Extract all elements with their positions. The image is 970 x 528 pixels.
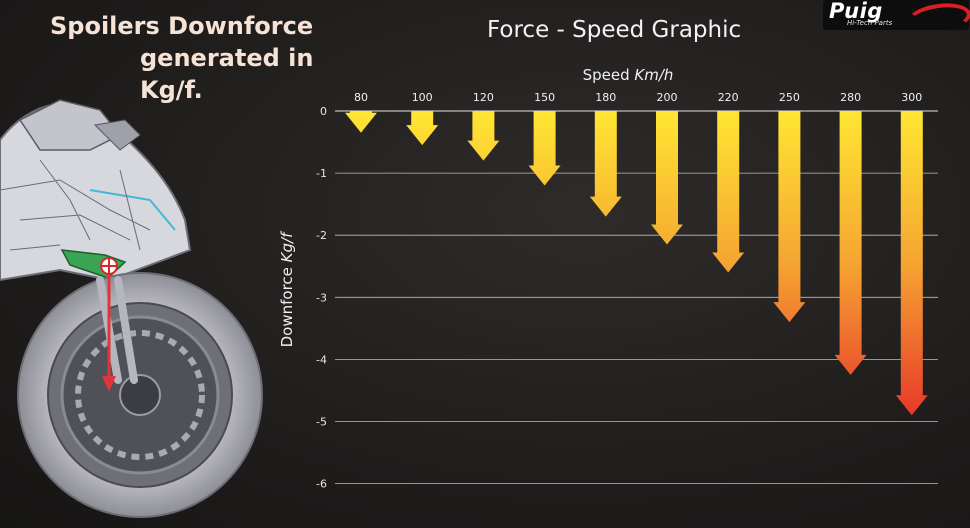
y-tick-label: -1 xyxy=(316,167,327,180)
x-tick-label: 120 xyxy=(473,91,494,104)
x-tick-label: 280 xyxy=(840,91,861,104)
headline-line-1: Spoilers Downforce xyxy=(50,12,314,40)
logo-brand-text: Puig xyxy=(829,0,883,23)
motorcycle-illustration xyxy=(0,99,263,518)
downforce-arrow-150 xyxy=(528,111,561,186)
downforce-arrow-120 xyxy=(467,111,500,161)
y-axis-label-unit: Kg/f xyxy=(278,230,296,262)
downforce-arrow-220 xyxy=(712,111,745,273)
y-tick-label: -4 xyxy=(316,353,327,366)
y-tick-label: -6 xyxy=(316,478,327,491)
downforce-arrow-250 xyxy=(773,111,806,323)
y-axis-ticks: 0 -1 -2 -3 -4 -5 -6 xyxy=(316,105,327,491)
y-axis-label-prefix: Downforce xyxy=(278,267,296,347)
y-tick-label: -2 xyxy=(316,229,327,242)
downforce-arrows xyxy=(345,111,928,416)
chart-title: Force - Speed Graphic xyxy=(487,17,742,43)
downforce-arrow-180 xyxy=(589,111,622,217)
x-tick-label: 200 xyxy=(657,91,678,104)
gridlines xyxy=(335,110,938,485)
downforce-arrow-300 xyxy=(895,111,928,416)
x-tick-label: 150 xyxy=(534,91,555,104)
x-tick-label: 80 xyxy=(354,91,368,104)
logo-tagline: Hi-Tech Parts xyxy=(847,19,893,27)
x-tick-label: 100 xyxy=(412,91,433,104)
downforce-arrow-200 xyxy=(651,111,683,245)
x-axis-label-unit: Km/h xyxy=(634,66,673,84)
x-tick-label: 220 xyxy=(718,91,739,104)
x-axis-label-prefix: Speed xyxy=(583,66,630,84)
downforce-arrow-100 xyxy=(406,111,439,146)
x-tick-label: 300 xyxy=(901,91,922,104)
x-axis-label: Speed Km/h xyxy=(583,66,674,84)
brand-logo: Puig Hi-Tech Parts xyxy=(823,0,970,37)
x-tick-label: 180 xyxy=(595,91,616,104)
y-tick-label: -3 xyxy=(316,291,327,304)
downforce-arrow-280 xyxy=(834,111,867,375)
x-axis-ticks: 80 100 120 150 180 200 220 250 280 300 xyxy=(354,91,922,104)
downforce-arrow-80 xyxy=(345,111,377,133)
headline-line-2: generated in Kg/f. xyxy=(140,44,314,104)
y-tick-label: 0 xyxy=(320,105,327,118)
y-tick-label: -5 xyxy=(316,416,327,429)
y-axis-label: Downforce Kg/f xyxy=(278,230,296,347)
x-tick-label: 250 xyxy=(779,91,800,104)
headline: Spoilers Downforce generated in Kg/f. xyxy=(50,10,380,106)
